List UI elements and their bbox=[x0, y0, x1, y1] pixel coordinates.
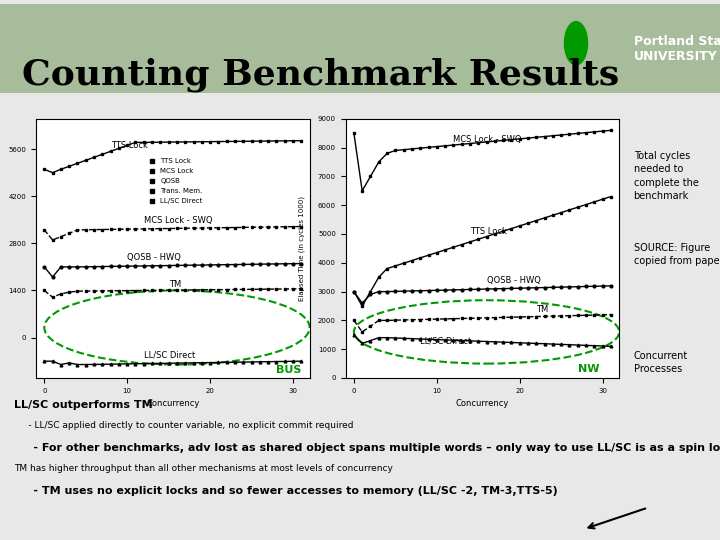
Text: QOSB - HWQ: QOSB - HWQ bbox=[487, 276, 541, 285]
Text: - TM uses no explicit locks and so fewer accesses to memory (LL/SC -2, TM-3,TTS-: - TM uses no explicit locks and so fewer… bbox=[14, 486, 558, 496]
Text: - LL/SC applied directly to counter variable, no explicit commit required: - LL/SC applied directly to counter vari… bbox=[14, 421, 354, 430]
Text: LL/SC Direct: LL/SC Direct bbox=[420, 336, 472, 346]
Text: QOSB: QOSB bbox=[161, 178, 180, 184]
Text: TM: TM bbox=[536, 305, 549, 314]
Text: QOSB - HWQ: QOSB - HWQ bbox=[127, 253, 181, 262]
Text: Trans. Mem.: Trans. Mem. bbox=[161, 188, 202, 194]
Text: NW: NW bbox=[577, 364, 599, 374]
Text: TTS Lock: TTS Lock bbox=[111, 141, 148, 150]
Circle shape bbox=[564, 22, 588, 65]
Text: - For other benchmarks, adv lost as shared object spans multiple words – only wa: - For other benchmarks, adv lost as shar… bbox=[14, 443, 720, 453]
Text: Concurrent
Processes: Concurrent Processes bbox=[634, 351, 688, 374]
Text: TTS Lock: TTS Lock bbox=[470, 227, 507, 236]
Text: MCS Lock - SWQ: MCS Lock - SWQ bbox=[454, 135, 522, 144]
X-axis label: Concurrency: Concurrency bbox=[146, 399, 199, 408]
Text: TTS Lock: TTS Lock bbox=[161, 158, 192, 164]
Text: SOURCE: Figure
copied from paper: SOURCE: Figure copied from paper bbox=[634, 243, 720, 266]
Text: TM has higher throughput than all other mechanisms at most levels of concurrency: TM has higher throughput than all other … bbox=[14, 464, 393, 474]
Text: LL/SC Direct: LL/SC Direct bbox=[161, 198, 203, 204]
Text: MCS Lock: MCS Lock bbox=[161, 167, 194, 174]
Text: BUS: BUS bbox=[276, 365, 302, 375]
Text: MCS Lock - SWQ: MCS Lock - SWQ bbox=[144, 216, 212, 225]
Y-axis label: Elapsed Time (in cycles 1000): Elapsed Time (in cycles 1000) bbox=[298, 196, 305, 301]
Text: LL/SC Direct: LL/SC Direct bbox=[144, 351, 195, 360]
X-axis label: Concurrency: Concurrency bbox=[456, 399, 509, 408]
Text: LL/SC outperforms TM: LL/SC outperforms TM bbox=[14, 400, 153, 410]
Text: Portland State
UNIVERSITY: Portland State UNIVERSITY bbox=[634, 35, 720, 63]
Text: TM: TM bbox=[168, 280, 181, 289]
Text: Counting Benchmark Results: Counting Benchmark Results bbox=[22, 57, 619, 92]
Text: Total cycles
needed to
complete the
benchmark: Total cycles needed to complete the benc… bbox=[634, 151, 698, 201]
